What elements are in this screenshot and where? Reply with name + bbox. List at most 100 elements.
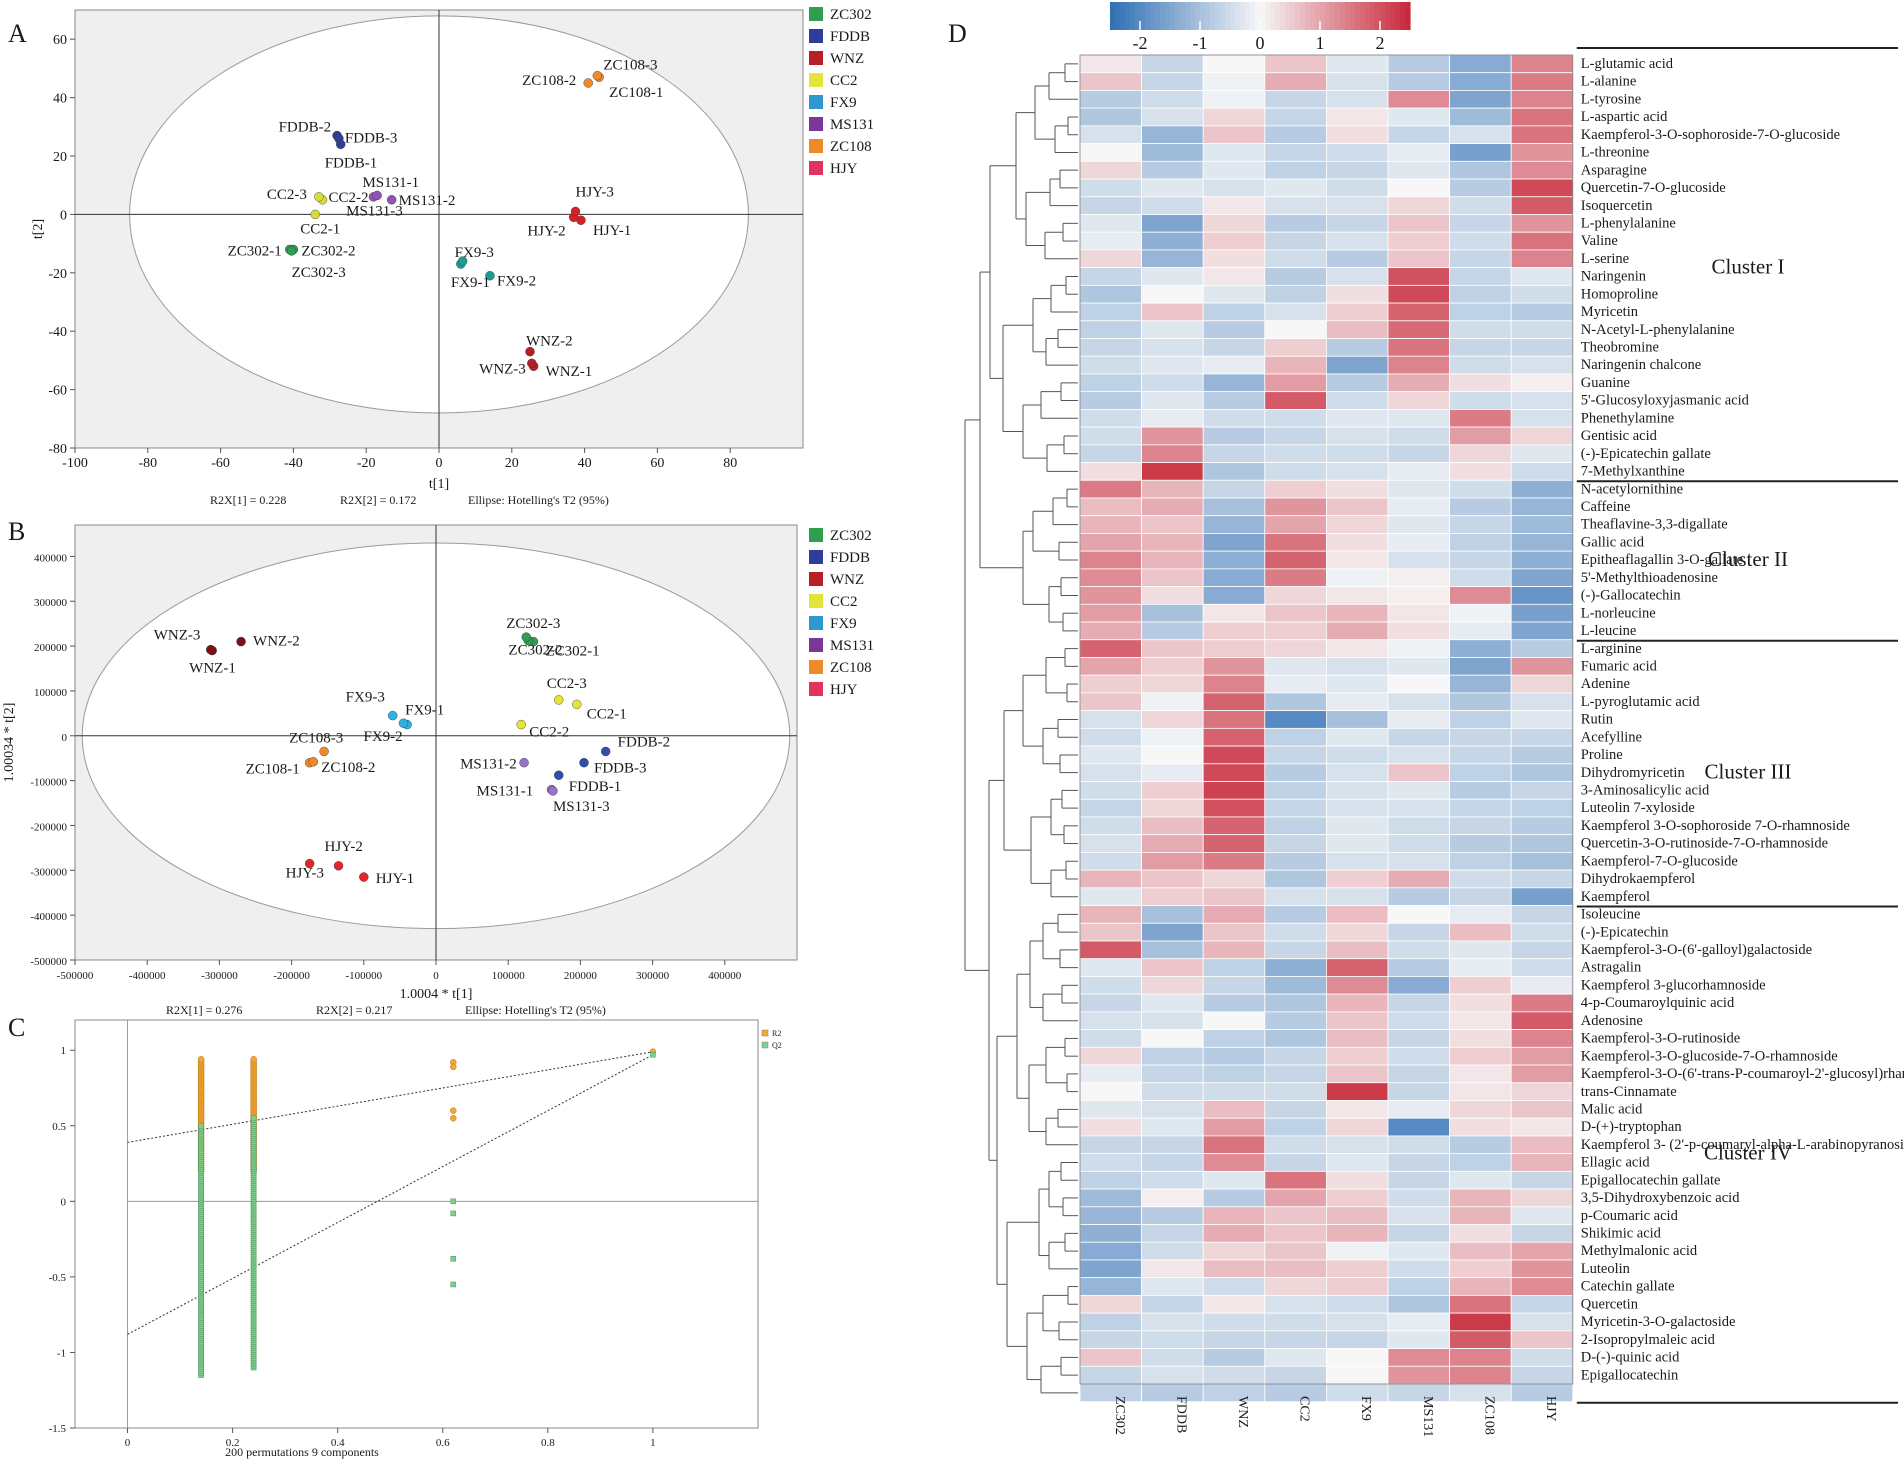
point-label: ZC302-3 — [292, 265, 346, 281]
colorbar-segment — [1390, 2, 1396, 30]
heatmap-cell — [1202, 816, 1266, 836]
x-tick-label: 0.2 — [226, 1437, 240, 1449]
heatmap-cell — [1202, 1277, 1266, 1296]
heatmap-cell — [1449, 54, 1512, 74]
heatmap-cell — [1264, 515, 1327, 534]
heatmap-cell — [1264, 1365, 1327, 1385]
heatmap-cell — [1510, 1259, 1574, 1279]
heatmap-cell — [1387, 781, 1450, 800]
data-point — [372, 190, 382, 201]
heatmap-cell — [1449, 533, 1512, 552]
panel-d: D -2 -1 0 1 2 L-glutamic acid L-alanineL-tyrosi… — [948, 2, 1904, 1437]
heatmap-cell — [1202, 178, 1266, 198]
x-tick-label: 0 — [125, 1437, 131, 1449]
heatmap-cell — [1141, 479, 1204, 499]
heatmap-cell — [1387, 533, 1450, 552]
heatmap-cell — [1387, 1082, 1450, 1101]
row-label: L-arginine — [1581, 641, 1642, 657]
heatmap-cell — [1264, 852, 1327, 871]
heatmap-cell — [1387, 515, 1450, 534]
colorbar-segment — [1380, 2, 1386, 30]
point-label: HJY-3 — [576, 184, 614, 200]
heatmap-cell — [1202, 72, 1266, 91]
heatmap-cell — [1264, 958, 1327, 977]
heatmap-cell — [1141, 568, 1204, 588]
heatmap-cell — [1510, 922, 1574, 942]
heatmap-cell — [1510, 781, 1574, 800]
heatmap-cell — [1264, 1170, 1327, 1190]
row-label: L-serine — [1581, 251, 1629, 267]
heatmap-cell — [1202, 887, 1266, 906]
y-tick-label: -80 — [48, 442, 67, 457]
heatmap-cell — [1202, 922, 1266, 942]
heatmap-cell — [1326, 976, 1389, 995]
heatmap-cell — [1387, 1348, 1450, 1367]
heatmap-cell — [1510, 515, 1574, 534]
heatmap-cell — [1326, 1277, 1389, 1296]
heatmap-cell — [1141, 1135, 1204, 1155]
legend-swatch — [761, 1029, 769, 1037]
heatmap-cell — [1079, 320, 1142, 339]
heatmap-cell — [1326, 781, 1389, 800]
row-label: Gallic acid — [1581, 534, 1645, 550]
colorbar-segment — [1125, 2, 1131, 30]
heatmap-cell — [1387, 1188, 1450, 1208]
heatmap-cell — [1387, 391, 1450, 410]
heatmap-cell — [1202, 1153, 1266, 1172]
heatmap-cell — [1326, 426, 1389, 446]
heatmap-cell — [1141, 408, 1204, 428]
row-label: Kaempferol-3-O-(6'-trans-P-coumaroyl-2'-… — [1581, 1066, 1904, 1082]
row-label: Kaempferol-7-O-glucoside — [1581, 853, 1738, 869]
heatmap-cell — [1079, 90, 1142, 109]
heatmap-cell — [1141, 1259, 1204, 1279]
point-label: ZC302-3 — [506, 616, 560, 632]
heatmap-cell — [1326, 408, 1389, 428]
colorbar-segment — [1235, 2, 1241, 30]
heatmap-cell — [1449, 497, 1512, 517]
heatmap-cell — [1264, 302, 1327, 322]
heatmap-cell — [1079, 267, 1142, 286]
y-tick-label: -40 — [48, 325, 67, 340]
heatmap-cell — [1141, 214, 1204, 233]
q2-point — [450, 1281, 457, 1288]
heatmap-cell — [1141, 125, 1204, 144]
heatmap-cell — [1510, 267, 1574, 286]
point-label: FX9-1 — [451, 275, 490, 291]
heatmap-cell — [1141, 816, 1204, 836]
data-point — [398, 718, 409, 728]
heatmap-cell — [1449, 1224, 1512, 1243]
point-label: WNZ-1 — [546, 364, 593, 380]
legend-label: CC2 — [830, 594, 858, 610]
heatmap-cell — [1264, 550, 1327, 570]
row-label: Acefylline — [1581, 729, 1642, 745]
y-tick-label: 60 — [53, 33, 67, 48]
heatmap-cell — [1449, 692, 1512, 712]
data-point — [572, 699, 582, 710]
heatmap-cell — [1326, 852, 1389, 871]
point-label: WNZ-3 — [154, 628, 201, 644]
footer-text: R2X[1] = 0.276 — [166, 1003, 242, 1017]
heatmap-cell — [1079, 426, 1142, 446]
y-tick-label: 100000 — [34, 687, 68, 699]
heatmap-cell — [1387, 958, 1450, 977]
legend-swatch — [809, 51, 823, 65]
colorbar-segment — [1190, 2, 1196, 30]
y-axis-label: 1.00034 * t[2] — [2, 703, 17, 783]
heatmap-cell — [1326, 1170, 1389, 1190]
heatmap-cell — [1387, 1206, 1450, 1225]
legend-label: ZC302 — [830, 528, 872, 544]
heatmap-cell — [1387, 1312, 1450, 1332]
heatmap-cell — [1387, 1259, 1450, 1279]
legend-label: WNZ — [830, 51, 864, 67]
heatmap-cell — [1202, 1046, 1266, 1066]
data-point — [554, 695, 564, 705]
heatmap-cell — [1387, 143, 1450, 162]
heatmap-cell — [1141, 338, 1204, 357]
row-label: Guanine — [1581, 375, 1630, 391]
row-label: Quercetin — [1581, 1296, 1639, 1312]
point-label: ZC302-1 — [545, 644, 599, 660]
panel-letter: B — [8, 517, 25, 546]
legend-swatch — [809, 660, 823, 674]
legend-swatch — [809, 95, 823, 109]
heatmap-cell — [1449, 320, 1512, 339]
